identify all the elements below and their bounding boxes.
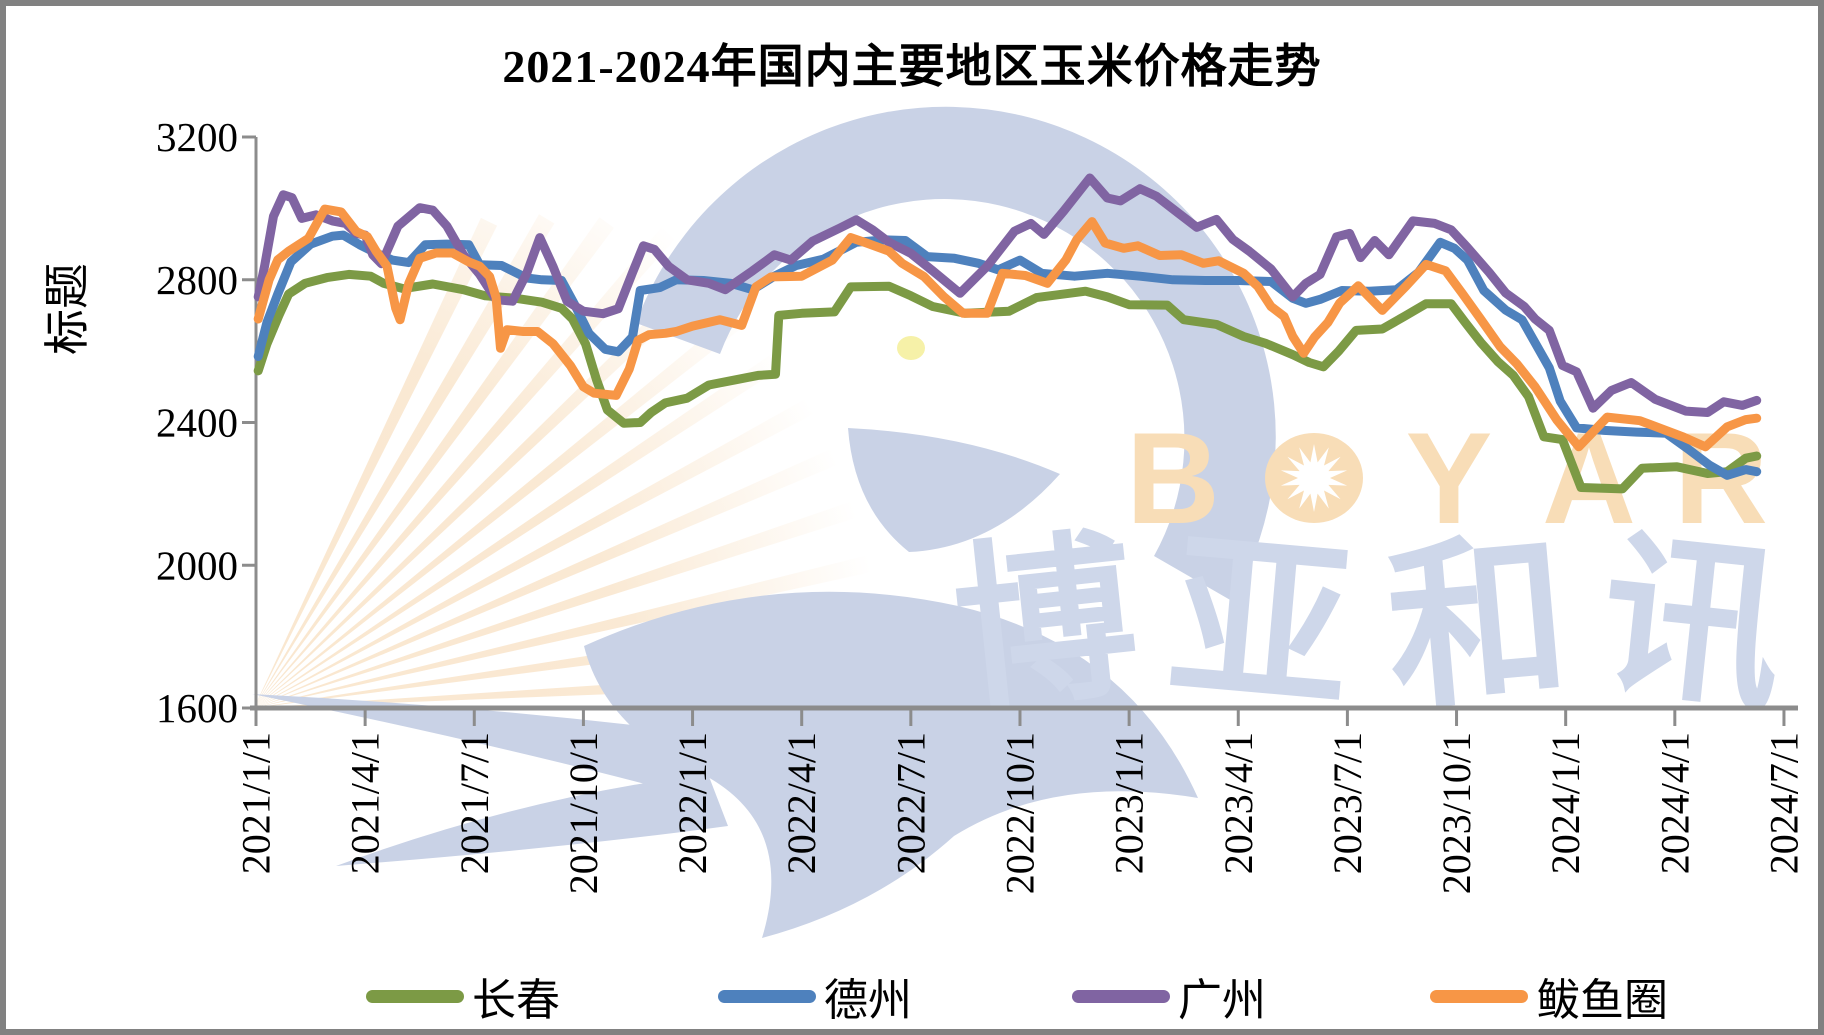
- watermark-stripe: [254, 217, 498, 708]
- x-tick-label: 2024/7/1: [1761, 732, 1806, 874]
- watermark-stripe: [254, 385, 839, 708]
- axes: [242, 135, 1798, 726]
- legend-item-guangzhou: 广州: [1072, 964, 1266, 1028]
- x-tick-label: 2022/4/1: [779, 732, 824, 874]
- y-tick-label: 1600: [156, 685, 238, 731]
- watermark-stripe: [254, 288, 775, 708]
- watermark-stripe: [254, 244, 737, 708]
- watermark-stripe: [254, 548, 899, 708]
- x-tick-label: 2024/4/1: [1652, 732, 1697, 874]
- x-tick-label: 2023/7/1: [1325, 732, 1370, 874]
- x-tick-label: 2022/7/1: [888, 732, 933, 874]
- starburst-icon: [1280, 444, 1348, 512]
- x-tick-label: 2021/4/1: [343, 732, 388, 874]
- bird-beak-icon: [848, 428, 1060, 552]
- watermark-letter: Y: [1406, 405, 1493, 551]
- y-tick-label: 3200: [156, 114, 238, 160]
- data-series: [253, 173, 1762, 494]
- legend-item-bayuquan: 鲅鱼圈: [1430, 964, 1668, 1028]
- legend-label: 长春: [472, 976, 560, 1025]
- bird-body-icon: [584, 591, 1198, 938]
- legend-swatch-changchun: [366, 989, 464, 1003]
- watermark-chinese: 博亚和讯: [946, 515, 1793, 734]
- watermark-stripes: [254, 214, 914, 709]
- watermark-stripe: [254, 437, 864, 708]
- x-tick-label: 2023/4/1: [1216, 732, 1261, 874]
- legend-item-changchun: 长春: [366, 964, 560, 1028]
- watermark-stripe: [254, 335, 809, 708]
- watermark-char: 博: [946, 515, 1146, 734]
- watermark-char: 亚: [1162, 517, 1359, 733]
- watermark-char: 和: [1379, 517, 1576, 733]
- x-tick-label: 2022/10/1: [997, 732, 1042, 894]
- x-tick-label: 2021/1/1: [234, 732, 279, 874]
- y-tick-label: 2400: [156, 400, 238, 446]
- legend-label: 鲅鱼圈: [1536, 976, 1668, 1025]
- series-line-鲅鱼圈: [253, 204, 1762, 452]
- y-axis-title: 标题: [42, 263, 93, 355]
- x-tick-label: 2023/1/1: [1107, 732, 1152, 874]
- bird-wing-arc-icon: [636, 106, 1276, 602]
- legend-label: 广州: [1178, 976, 1266, 1025]
- legend-swatch-bayuquan: [1430, 989, 1528, 1003]
- x-tick-label: 2021/10/1: [561, 732, 606, 894]
- legend-swatch-dezhou: [718, 989, 816, 1003]
- series-line-德州: [253, 230, 1762, 480]
- watermark-stripe: [254, 227, 675, 709]
- x-tick-label: 2022/1/1: [670, 732, 715, 874]
- watermark-letter: B: [1126, 405, 1220, 551]
- series-line-广州: [253, 173, 1762, 417]
- watermark-stripe: [254, 492, 884, 708]
- legend-swatch-guangzhou: [1072, 989, 1170, 1003]
- x-tick-label: 2024/1/1: [1543, 732, 1588, 874]
- x-tick-label: 2021/7/1: [452, 732, 497, 874]
- watermark-stripe: [254, 217, 614, 709]
- watermark-stripe: [254, 214, 555, 709]
- legend-item-dezhou: 德州: [718, 964, 912, 1028]
- bird-logo-watermark: [252, 106, 1276, 938]
- series-line-长春: [253, 269, 1762, 494]
- bird-tail-streamer-icon: [336, 774, 728, 866]
- y-tick-label: 2800: [156, 257, 238, 303]
- watermark-char: 讯: [1592, 515, 1792, 734]
- chart-title: 2021-2024年国内主要地区玉米价格走势: [502, 41, 1322, 92]
- x-tick-label: 2023/10/1: [1434, 732, 1479, 894]
- y-tick-label: 2000: [156, 542, 238, 588]
- bird-eye-icon: [897, 336, 925, 360]
- legend-label: 德州: [824, 976, 912, 1025]
